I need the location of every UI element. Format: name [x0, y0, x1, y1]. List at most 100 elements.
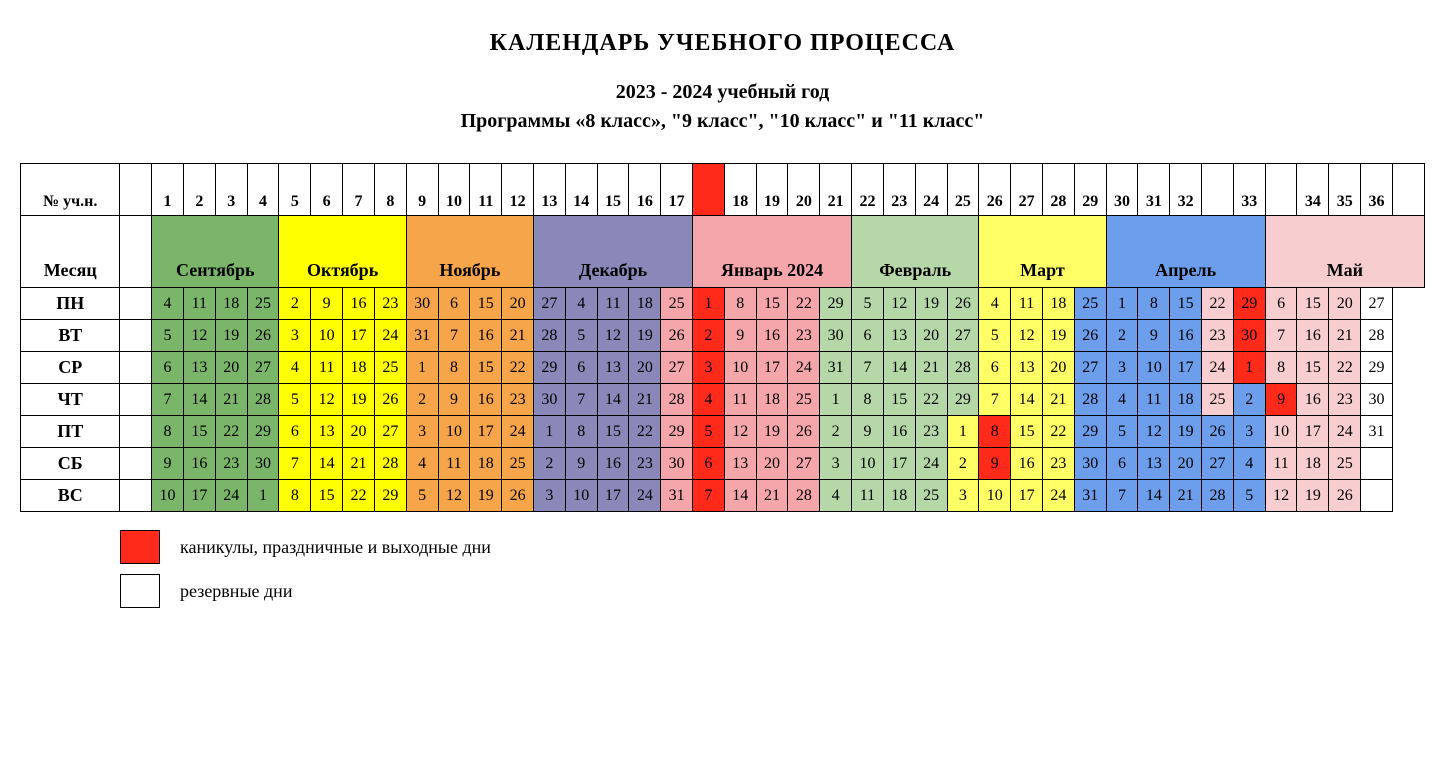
cell-r5-c14: 9: [565, 448, 597, 480]
week-col-31: 30: [1106, 164, 1138, 216]
cell-r2-c4: 27: [247, 352, 279, 384]
cell-r1-c32: 9: [1138, 320, 1170, 352]
cell-r1-c11: 16: [470, 320, 502, 352]
cell-r4-c27: 8: [979, 416, 1011, 448]
cell-r6-c14: 10: [565, 480, 597, 512]
cell-r1-c30: 26: [1074, 320, 1106, 352]
cell-r6-c2: 17: [183, 480, 215, 512]
cell-r1-c8: 24: [374, 320, 406, 352]
cell-r5-c31: 6: [1106, 448, 1138, 480]
cell-r1-c2: 12: [183, 320, 215, 352]
week-col-33: 32: [1170, 164, 1202, 216]
cell-r4-c13: 1: [534, 416, 566, 448]
cell-r6-c19: 14: [724, 480, 756, 512]
cell-r6-c25: 25: [915, 480, 947, 512]
cell-r0-c26: 26: [947, 288, 979, 320]
cell-r4-c8: 27: [374, 416, 406, 448]
cell-r5-c37: 18: [1297, 448, 1329, 480]
cell-r0-c14: 4: [565, 288, 597, 320]
cell-r5-c39: [1361, 448, 1393, 480]
cell-r3-c9: 2: [406, 384, 438, 416]
month-Май: Май: [1265, 216, 1424, 288]
cell-r0-c0: [120, 288, 152, 320]
cell-r3-c35: 2: [1233, 384, 1265, 416]
cell-r1-c15: 12: [597, 320, 629, 352]
month-Апрель: Апрель: [1106, 216, 1265, 288]
cell-r3-c5: 5: [279, 384, 311, 416]
cell-r2-c21: 24: [788, 352, 820, 384]
cell-r5-c36: 11: [1265, 448, 1297, 480]
week-col-4: 4: [247, 164, 279, 216]
week-col-29: 28: [1042, 164, 1074, 216]
cell-r4-c5: 6: [279, 416, 311, 448]
cell-r6-c37: 19: [1297, 480, 1329, 512]
cell-r3-c14: 7: [565, 384, 597, 416]
cell-r1-c38: 21: [1329, 320, 1361, 352]
cell-r2-c9: 1: [406, 352, 438, 384]
cell-r4-c21: 26: [788, 416, 820, 448]
cell-r4-c35: 3: [1233, 416, 1265, 448]
cell-r6-c36: 12: [1265, 480, 1297, 512]
cell-r3-c3: 21: [215, 384, 247, 416]
week-col-10: 10: [438, 164, 470, 216]
cell-r5-c2: 16: [183, 448, 215, 480]
cell-r6-c31: 7: [1106, 480, 1138, 512]
cell-r2-c24: 14: [883, 352, 915, 384]
cell-r2-c25: 21: [915, 352, 947, 384]
cell-r0-c11: 15: [470, 288, 502, 320]
week-col-21: 20: [788, 164, 820, 216]
calendar-table: № уч.н.123456789101112131415161718192021…: [20, 163, 1425, 512]
cell-r1-c37: 16: [1297, 320, 1329, 352]
cell-r4-c10: 10: [438, 416, 470, 448]
year-line: 2023 - 2024 учебный год: [20, 81, 1425, 104]
cell-r0-c3: 18: [215, 288, 247, 320]
cell-r2-c13: 29: [534, 352, 566, 384]
cell-r4-c34: 26: [1202, 416, 1234, 448]
cell-r6-c8: 29: [374, 480, 406, 512]
week-col-34: [1202, 164, 1234, 216]
week-col-35: 33: [1233, 164, 1265, 216]
cell-r6-c29: 24: [1042, 480, 1074, 512]
cell-r1-c36: 7: [1265, 320, 1297, 352]
cell-r0-c9: 30: [406, 288, 438, 320]
cell-r2-c6: 11: [311, 352, 343, 384]
cell-r5-c17: 30: [661, 448, 693, 480]
month-Сентябрь: Сентябрь: [152, 216, 279, 288]
week-col-13: 13: [534, 164, 566, 216]
cell-r6-c30: 31: [1074, 480, 1106, 512]
week-col-22: 21: [820, 164, 852, 216]
cell-r1-c23: 6: [852, 320, 884, 352]
cell-r0-c2: 11: [183, 288, 215, 320]
week-col-28: 27: [1011, 164, 1043, 216]
cell-r0-c1: 4: [152, 288, 184, 320]
cell-r2-c30: 27: [1074, 352, 1106, 384]
cell-r2-c23: 7: [852, 352, 884, 384]
cell-r6-c17: 31: [661, 480, 693, 512]
cell-r3-c18: 4: [693, 384, 725, 416]
cell-r1-c5: 3: [279, 320, 311, 352]
cell-r6-c10: 12: [438, 480, 470, 512]
cell-r2-c22: 31: [820, 352, 852, 384]
week-col-40: [1392, 164, 1424, 216]
cell-r5-c10: 11: [438, 448, 470, 480]
cell-r3-c26: 29: [947, 384, 979, 416]
month-Ноябрь: Ноябрь: [406, 216, 533, 288]
cell-r1-c19: 9: [724, 320, 756, 352]
cell-r1-c27: 5: [979, 320, 1011, 352]
cell-r4-c24: 16: [883, 416, 915, 448]
cell-r5-c13: 2: [534, 448, 566, 480]
cell-r6-c27: 10: [979, 480, 1011, 512]
program-line: Программы «8 класс», "9 класс", "10 клас…: [20, 110, 1425, 133]
week-col-36: [1265, 164, 1297, 216]
cell-r2-c37: 15: [1297, 352, 1329, 384]
week-col-8: 8: [374, 164, 406, 216]
cell-r3-c38: 23: [1329, 384, 1361, 416]
month-header: Месяц: [21, 216, 120, 288]
cell-r4-c12: 24: [502, 416, 534, 448]
cell-r4-c25: 23: [915, 416, 947, 448]
dayrow-ПТ: ПТ: [21, 416, 120, 448]
cell-r1-c10: 7: [438, 320, 470, 352]
cell-r5-c20: 20: [756, 448, 788, 480]
dayrow-ВТ: ВТ: [21, 320, 120, 352]
cell-r3-c15: 14: [597, 384, 629, 416]
